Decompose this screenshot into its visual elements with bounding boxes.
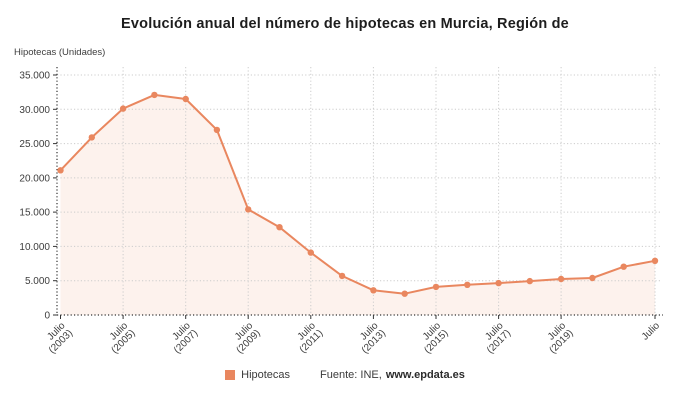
legend-label: Hipotecas [241, 369, 291, 381]
svg-text:Julio: Julio [640, 320, 663, 343]
legend-item-hipotecas: Hipotecas [225, 369, 290, 381]
svg-text:Julio(2011): Julio(2011) [290, 320, 325, 355]
y-axis-labels: 0 5.000 10.000 15.000 20.000 25.000 30.000 35.0… [19, 71, 57, 322]
chart-footer: Hipotecas Fuente: INE, www.epdata.es [0, 369, 690, 381]
svg-text:Julio(2013): Julio(2013) [352, 320, 388, 356]
svg-text:10.000: 10.000 [19, 242, 50, 253]
axes [56, 67, 663, 316]
svg-text:35.000: 35.000 [19, 71, 50, 82]
x-axis-labels: Julio(2003) Julio(2005) Julio(2007) Julio(2… [39, 315, 663, 356]
svg-text:Julio(2003): Julio(2003) [39, 320, 75, 356]
svg-text:0: 0 [44, 311, 50, 322]
source-note: Fuente: INE, www.epdata.es [320, 369, 465, 381]
legend-swatch-icon [225, 370, 236, 380]
svg-text:5.000: 5.000 [25, 276, 50, 287]
svg-text:Julio(2007): Julio(2007) [165, 320, 201, 356]
y-axis-title: Hipotecas (Unidades) [14, 47, 106, 58]
svg-text:25.000: 25.000 [19, 139, 50, 150]
svg-text:Julio(2009): Julio(2009) [227, 320, 263, 356]
svg-text:Julio(2017): Julio(2017) [478, 320, 514, 356]
series-area-fill [60, 94, 655, 316]
series-line-hipotecas [59, 93, 656, 295]
svg-text:Julio(2005): Julio(2005) [102, 320, 138, 356]
svg-text:Julio(2015): Julio(2015) [415, 320, 451, 356]
svg-text:15.000: 15.000 [19, 208, 50, 219]
chart-title: Evolución anual del número de hipotecas … [121, 16, 569, 32]
svg-text:Julio(2019): Julio(2019) [540, 320, 576, 356]
source-site-link: www.epdata.es [385, 369, 465, 381]
svg-text:20.000: 20.000 [19, 173, 50, 184]
svg-text:30.000: 30.000 [19, 105, 50, 116]
source-prefix: Fuente: INE, [320, 369, 382, 381]
series-markers [57, 91, 659, 297]
